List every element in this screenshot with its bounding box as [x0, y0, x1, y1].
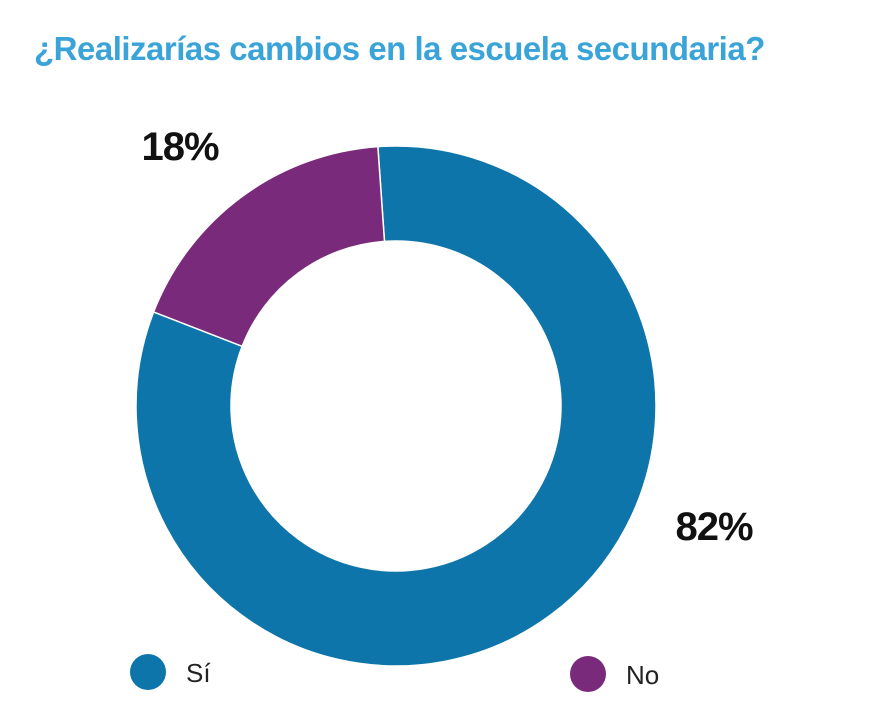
legend-label-si: Sí	[186, 658, 211, 688]
legend-label-no: No	[626, 660, 659, 690]
slice-label-no: 18%	[141, 125, 218, 169]
donut-slice-no	[152, 145, 386, 348]
legend-swatch-no	[570, 656, 606, 692]
slice-label-si: 82%	[675, 505, 752, 549]
donut-slice-si	[135, 145, 657, 667]
legend: Sí No	[130, 654, 659, 692]
donut-slices	[135, 145, 657, 667]
legend-swatch-si	[130, 654, 166, 690]
chart-title: ¿Realizarías cambios en la escuela secun…	[34, 30, 765, 67]
